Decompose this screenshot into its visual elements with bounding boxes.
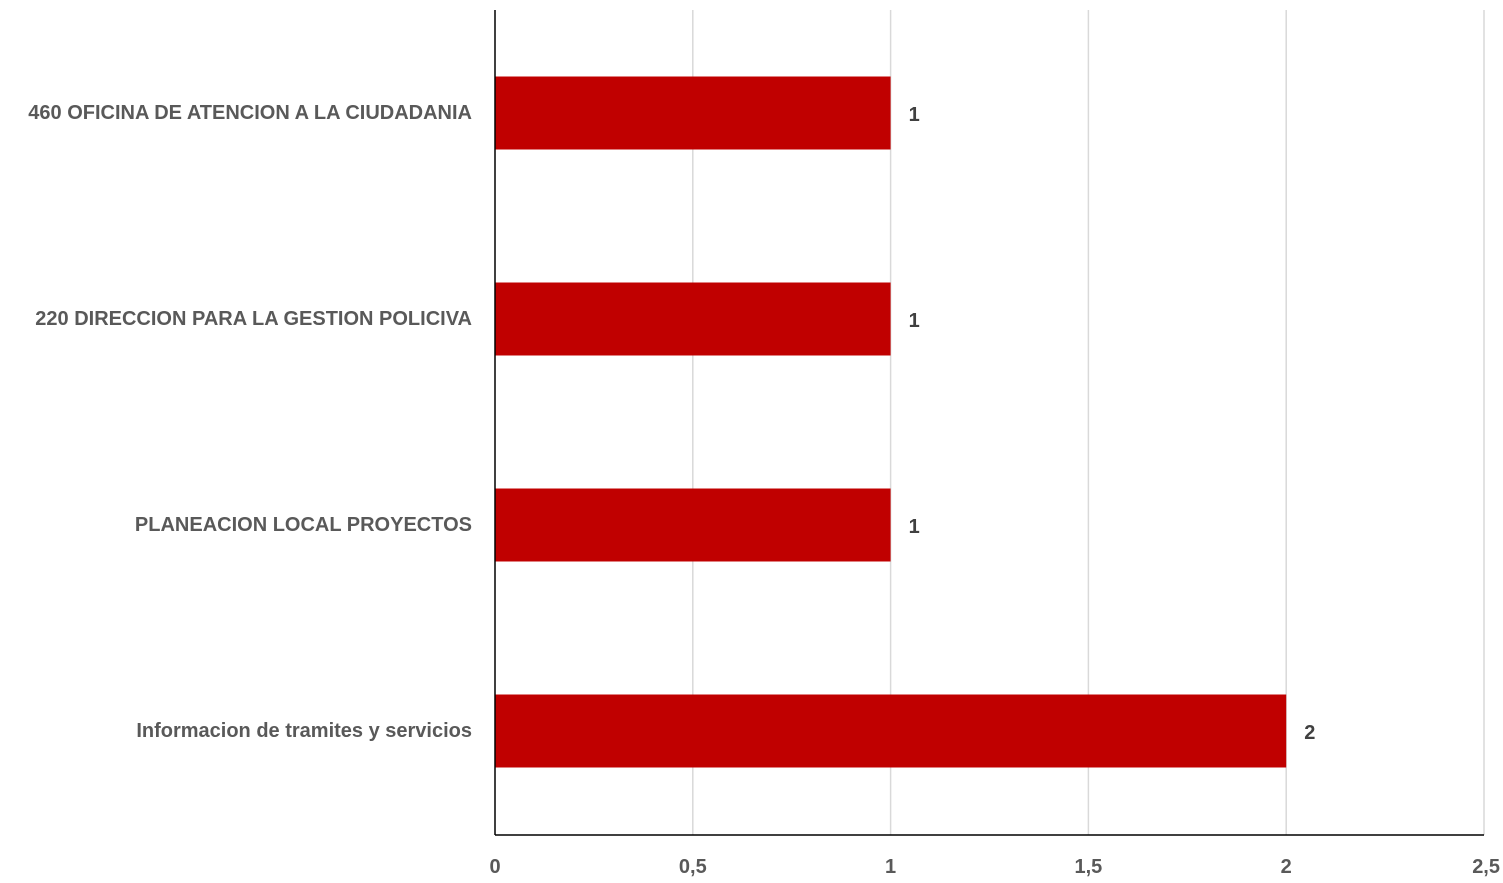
x-tick-label-5: 2,5 (1472, 856, 1500, 878)
category-label-3: Informacion de tramites y servicios (136, 720, 472, 742)
data-label-3: 2 (1304, 722, 1315, 744)
x-tick-label-1: 0,5 (679, 856, 707, 878)
data-label-1: 1 (909, 310, 920, 332)
bar-3 (495, 694, 1287, 768)
x-tick-label-2: 1 (885, 856, 896, 878)
x-tick-label-0: 0 (489, 856, 500, 878)
bar-2 (495, 488, 891, 562)
data-label-0: 1 (909, 104, 920, 126)
x-tick-label-3: 1,5 (1074, 856, 1102, 878)
category-label-2: PLANEACION LOCAL PROYECTOS (135, 514, 472, 536)
data-label-2: 1 (909, 516, 920, 538)
category-label-1: 220 DIRECCION PARA LA GESTION POLICIVA (35, 308, 472, 330)
category-label-0: 460 OFICINA DE ATENCION A LA CIUDADANIA (28, 102, 472, 124)
x-tick-label-4: 2 (1281, 856, 1292, 878)
bars (495, 76, 1287, 768)
bar-0 (495, 76, 891, 150)
bar-1 (495, 282, 891, 356)
labels: 1 460 OFICINA DE ATENCION A LA CIUDADANIA… (28, 102, 1500, 878)
axes (494, 10, 1484, 836)
